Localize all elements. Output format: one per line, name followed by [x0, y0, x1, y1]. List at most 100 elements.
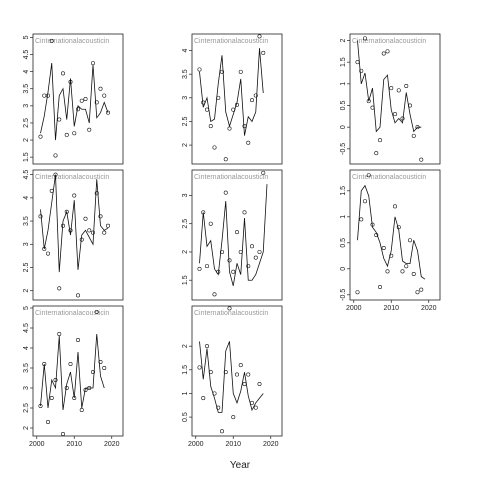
- point: [64, 385, 69, 390]
- point: [102, 365, 107, 370]
- y-tick-label: 3.5: [23, 363, 30, 373]
- y-tick-label: 1: [182, 391, 189, 395]
- point: [227, 126, 232, 131]
- y-tick-label: 0.5: [340, 101, 347, 111]
- point: [246, 264, 251, 269]
- y-tick-label: 0: [340, 125, 347, 129]
- y-tick-label: 2.5: [182, 116, 189, 126]
- point: [220, 429, 225, 434]
- point: [83, 387, 88, 392]
- point: [381, 51, 386, 56]
- y-tick-label: 4.5: [23, 50, 30, 60]
- point: [377, 284, 382, 289]
- y-tick-label: 0: [340, 267, 347, 271]
- point: [79, 407, 84, 412]
- fit-line: [40, 63, 109, 141]
- point: [57, 286, 62, 291]
- point: [91, 230, 96, 235]
- point: [231, 107, 236, 112]
- point: [98, 214, 103, 219]
- point: [392, 112, 397, 117]
- point: [377, 138, 382, 143]
- point: [76, 293, 81, 298]
- panel: Cinternationalacousticin 0.5 1 1.5 2 2000 2010…: [182, 305, 283, 448]
- y-tick-label: -0.5: [340, 143, 347, 155]
- point: [231, 269, 236, 274]
- point: [411, 271, 416, 276]
- point: [400, 269, 405, 274]
- x-tick-label: 2010: [66, 441, 82, 448]
- point: [72, 395, 77, 400]
- point: [253, 93, 258, 98]
- point: [60, 71, 65, 76]
- point: [76, 107, 81, 112]
- point: [235, 230, 240, 235]
- point: [366, 99, 371, 104]
- point: [201, 100, 206, 105]
- point: [227, 306, 232, 311]
- x-tick-label: 2000: [346, 305, 362, 312]
- point: [94, 100, 99, 105]
- point: [231, 415, 236, 420]
- point: [212, 391, 217, 396]
- point: [68, 79, 73, 84]
- point: [106, 223, 111, 228]
- point: [238, 249, 243, 254]
- point: [205, 344, 210, 349]
- point: [38, 214, 43, 219]
- y-tick-label: 3: [23, 104, 30, 108]
- panel: Cinternationalacousticin 1.5 2 2.5 3 3.5 4 4.5 5: [23, 33, 124, 165]
- point: [385, 49, 390, 54]
- point: [359, 217, 364, 222]
- point: [98, 86, 103, 91]
- panel-label: Cinternationalacousticin: [194, 174, 268, 181]
- point: [208, 370, 213, 375]
- panel: Cinternationalacousticin 2 2.5 3 3.5 4 4.5: [23, 169, 124, 301]
- point: [246, 140, 251, 145]
- y-tick-label: 1.5: [23, 152, 30, 162]
- x-axis-label: Year: [230, 460, 251, 471]
- panel-label: Cinternationalacousticin: [194, 310, 268, 317]
- y-tick-label: 2.5: [23, 263, 30, 273]
- point: [53, 172, 58, 177]
- y-tick-label: 4: [23, 196, 30, 200]
- point: [261, 170, 266, 175]
- point: [396, 225, 401, 230]
- fit-line: [199, 48, 264, 136]
- point: [227, 258, 232, 263]
- point: [68, 228, 73, 233]
- point: [374, 151, 379, 156]
- point: [216, 95, 221, 100]
- point: [53, 377, 58, 382]
- point: [355, 60, 360, 65]
- point: [370, 105, 375, 110]
- fit-line: [199, 341, 264, 413]
- y-tick-label: 5: [23, 306, 30, 310]
- point: [197, 266, 202, 271]
- panel-frame: [32, 305, 124, 437]
- point: [91, 61, 96, 66]
- y-tick-label: 1.5: [340, 57, 347, 67]
- point: [257, 381, 262, 386]
- point: [102, 93, 107, 98]
- point: [407, 103, 412, 108]
- point: [201, 210, 206, 215]
- y-tick-label: 2: [182, 143, 189, 147]
- point: [201, 396, 206, 401]
- point: [261, 50, 266, 55]
- panel-frame: [191, 33, 283, 165]
- y-tick-label: 1.5: [340, 186, 347, 196]
- panel-label: Cinternationalacousticin: [352, 38, 426, 45]
- point: [45, 93, 50, 98]
- point: [250, 400, 255, 405]
- point: [64, 209, 69, 214]
- point: [205, 264, 210, 269]
- point: [72, 131, 77, 136]
- point: [83, 97, 88, 102]
- y-tick-label: 2.5: [182, 219, 189, 229]
- point: [49, 188, 54, 193]
- y-tick-label: 5: [23, 35, 30, 39]
- y-tick-label: 1.5: [182, 365, 189, 375]
- point: [242, 124, 247, 129]
